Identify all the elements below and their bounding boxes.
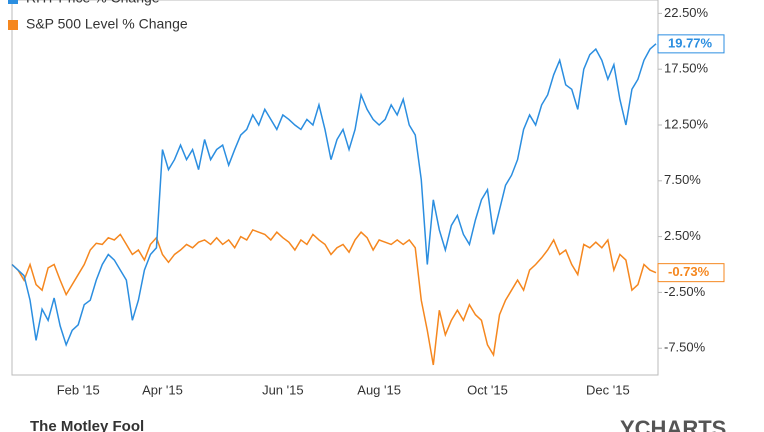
- y-tick-label: 2.50%: [664, 228, 701, 243]
- legend-swatch: [8, 0, 18, 4]
- x-tick-label: Oct '15: [467, 382, 508, 397]
- series-line: [11, 228, 657, 366]
- end-label: -0.73%: [668, 264, 710, 279]
- x-tick-label: Apr '15: [142, 382, 183, 397]
- footer-left: The Motley Fool: [30, 418, 144, 432]
- end-badge: [657, 34, 725, 54]
- y-tick-label: 12.50%: [664, 116, 709, 131]
- y-tick-label: -7.50%: [664, 340, 706, 355]
- end-badge: [657, 263, 725, 283]
- y-tick-label: -2.50%: [664, 284, 706, 299]
- y-tick-label: 17.50%: [664, 61, 709, 76]
- end-label: 19.77%: [668, 35, 713, 50]
- x-tick-label: Feb '15: [57, 382, 100, 397]
- x-tick-label: Dec '15: [586, 382, 630, 397]
- plot-frame: [11, 0, 659, 376]
- y-tick-label: 7.50%: [664, 172, 701, 187]
- series-line: [11, 43, 657, 348]
- legend-swatch: [8, 20, 18, 30]
- legend-label: S&P 500 Level % Change: [26, 16, 188, 32]
- footer-right: YCHARTS: [620, 416, 726, 432]
- x-tick-label: Aug '15: [357, 382, 401, 397]
- y-tick-label: 22.50%: [664, 5, 709, 20]
- x-tick-label: Jun '15: [262, 382, 304, 397]
- legend-label: RHT Price % Change: [26, 0, 160, 6]
